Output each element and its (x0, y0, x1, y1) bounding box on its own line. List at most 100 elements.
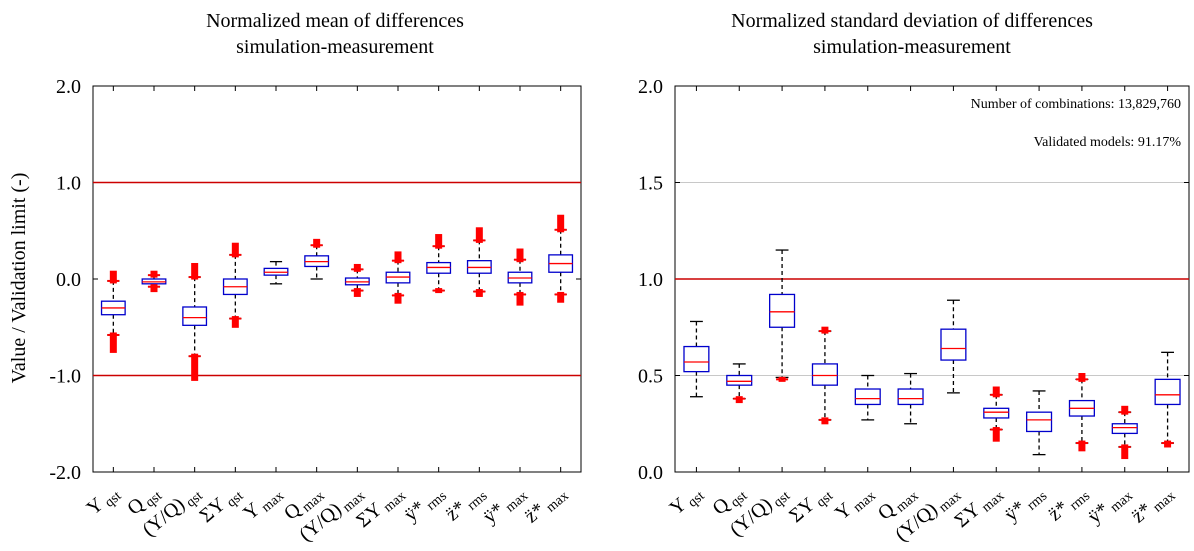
xtick-label: z̈*max (1127, 481, 1178, 530)
outliers-high (435, 234, 443, 249)
xtick-label: ÿ*max (1084, 481, 1136, 530)
right-title-line2: simulation-measurement (813, 36, 1011, 58)
outliers-high (313, 238, 321, 248)
xtick-label: ÿ*max (479, 481, 531, 530)
xtick-label: ΣYmax (951, 481, 1008, 534)
iqr-box (769, 293, 796, 328)
right-boxplot-4: Ymax (831, 86, 881, 527)
xtick-label: ΣYqst (785, 481, 836, 529)
outliers-low (475, 289, 483, 297)
outliers-low (557, 291, 565, 303)
iqr-box (1026, 411, 1053, 433)
xtick-label: (Y/Q)qst (726, 481, 794, 543)
outliers-low (353, 288, 361, 297)
xtick-label-sub: max (1151, 489, 1179, 516)
validated-models-annotation: Validated models: 91.17% (1034, 135, 1182, 150)
left-boxplot-0: Yqst (83, 86, 126, 522)
left-title-line2: simulation-measurement (236, 36, 434, 58)
iqr-box (1111, 423, 1138, 435)
iqr-box (897, 388, 924, 406)
right-boxplot-0: Yqst (666, 86, 710, 522)
outliers-low (191, 353, 199, 381)
left-y-axis-label: Value / Validation limit (-) (8, 173, 30, 384)
left-boxplot-1: Qqst (123, 86, 167, 520)
xtick-label: z̈*max (521, 481, 572, 530)
right-boxplot-11: z̈*max (1127, 86, 1181, 530)
iqr-box (726, 374, 753, 386)
outliers-high (394, 251, 402, 264)
left-boxplot-5: Qmax (280, 86, 330, 525)
xtick-label: ÿ*rms (1000, 481, 1050, 528)
iqr-box (983, 407, 1010, 419)
iqr-box (1154, 378, 1181, 406)
left-boxplot-8: ÿ*rms (400, 86, 452, 528)
xtick-label: Ymax (239, 481, 287, 527)
xtick-label: Yqst (666, 481, 708, 522)
left-boxplot-10: ÿ*max (479, 86, 533, 530)
iqr-box (182, 306, 208, 326)
right-boxplot-2: (Y/Q)qst (726, 86, 796, 543)
outliers-high (516, 248, 524, 263)
left-boxplot-2: (Y/Q)qst (138, 86, 208, 543)
outliers-high (992, 386, 1000, 398)
xtick-label: z̈*rms (442, 481, 491, 528)
combinations-annotation: Number of combinations: 13,829,760 (971, 97, 1181, 112)
outliers-high (557, 214, 565, 233)
outliers-high (231, 242, 239, 258)
outliers-low (150, 284, 158, 293)
left-chart-panel: 2.0 1.0 0.0 -1.0 -2.0YqstQqst(Y/Q)qstΣYqstYm… (49, 76, 582, 546)
right-boxplot-10: ÿ*max (1084, 86, 1138, 530)
right-boxplot-8: ÿ*rms (1000, 86, 1053, 528)
outliers-low (516, 291, 524, 306)
xtick-label: z̈*rms (1044, 481, 1093, 528)
iqr-box (854, 388, 881, 406)
left-title-line1: Normalized mean of differences (206, 10, 464, 32)
xtick-label: ÿ*rms (400, 481, 450, 528)
xtick-label: (Y/Q)qst (138, 481, 206, 543)
right-ytick-label-1: 1.5 (638, 173, 663, 195)
right-ytick-label-3: 0.5 (638, 366, 663, 388)
left-ytick-label-0: 2.0 (56, 76, 81, 98)
right-boxplot-1: Qqst (708, 86, 753, 520)
xtick-label-sub: max (544, 489, 572, 516)
left-ytick-label-4: -2.0 (49, 462, 81, 484)
outliers-high (191, 262, 199, 280)
xtick-label: Yqst (83, 481, 125, 522)
left-boxplot-9: z̈*rms (442, 86, 492, 528)
xtick-label: ΣYqst (196, 481, 247, 529)
left-boxplot-7: ΣYmax (352, 86, 411, 532)
right-title-line1: Normalized standard deviation of differe… (731, 10, 1093, 32)
left-boxplot-11: z̈*max (521, 86, 574, 530)
right-boxplot-7: ΣYmax (951, 86, 1010, 534)
right-boxplot-6: (Y/Q)max (891, 86, 967, 546)
outliers-high (353, 263, 361, 272)
right-ytick-label-2: 1.0 (638, 269, 663, 291)
left-ytick-label-3: -1.0 (49, 366, 81, 388)
left-ytick-label-2: 0.0 (56, 269, 81, 291)
outliers-high (1121, 405, 1129, 415)
right-boxplot-5: Qmax (874, 86, 924, 525)
xtick-label-sub: qst (685, 489, 707, 511)
right-ytick-label-0: 2.0 (638, 76, 663, 98)
xtick-label: Ymax (831, 481, 879, 527)
outliers-high (1078, 373, 1086, 382)
xtick-label-sub: qst (102, 489, 124, 511)
outliers-high (109, 270, 117, 284)
right-boxplot-9: z̈*rms (1044, 86, 1095, 528)
outliers-high (475, 227, 483, 243)
iqr-box (811, 363, 838, 386)
iqr-box (683, 345, 710, 373)
outliers-low (1121, 444, 1129, 460)
right-ytick-label-4: 0.0 (638, 462, 663, 484)
left-ytick-label-1: 1.0 (56, 173, 81, 195)
outliers-low (231, 316, 239, 328)
left-boxplot-6: (Y/Q)max (295, 86, 370, 546)
outliers-low (992, 427, 1000, 442)
outliers-low (394, 292, 402, 304)
xtick-label-sub: max (851, 489, 879, 516)
outliers-low (1078, 440, 1086, 452)
left-boxplot-4: Ymax (239, 86, 289, 527)
outliers-low (109, 332, 117, 353)
iqr-box (940, 328, 967, 361)
